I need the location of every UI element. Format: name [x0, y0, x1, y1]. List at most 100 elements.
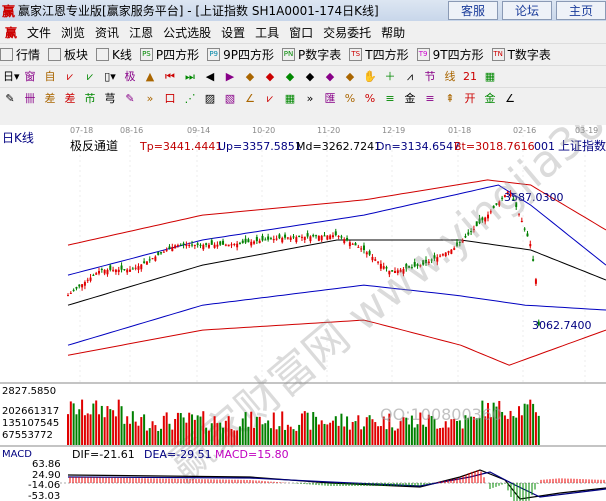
menu-item[interactable]: 帮助 — [381, 25, 406, 40]
tool-icon[interactable]: ◆ — [345, 69, 355, 83]
tool-icon[interactable]: 差 — [64, 92, 76, 105]
menu-item[interactable]: 浏览 — [61, 25, 86, 40]
volume-bar — [441, 427, 444, 445]
menu-item[interactable]: 公式选股 — [163, 25, 212, 40]
tool-icon[interactable]: 金 — [404, 92, 416, 105]
tool-icon[interactable]: ≡ — [425, 92, 435, 105]
tool-icon[interactable]: ＋ — [384, 69, 396, 83]
tool-icon[interactable]: 21 — [463, 69, 477, 83]
tool-icon[interactable]: ✎ — [125, 92, 135, 105]
tool-icon[interactable]: 开 — [464, 92, 476, 105]
menu-item[interactable]: 工具 — [255, 25, 280, 40]
candle-body — [98, 270, 101, 274]
menu-item[interactable]: 设置 — [221, 25, 246, 40]
volume-bar — [151, 421, 154, 445]
menu-item[interactable]: 文件 — [27, 25, 52, 40]
volume-bar — [379, 426, 382, 445]
service-button[interactable]: 客服 — [448, 1, 498, 20]
menu-item[interactable]: 交易委托 — [323, 25, 372, 40]
tool-icon[interactable]: ◆ — [285, 69, 295, 83]
tool-icon[interactable]: ⩗ — [266, 92, 274, 105]
candle-body — [272, 238, 275, 241]
candle-body — [399, 269, 402, 273]
tool-icon[interactable]: ◆ — [305, 69, 315, 83]
tool-icon[interactable]: ▦ — [484, 69, 496, 83]
volume-bar — [196, 415, 199, 445]
candle-body — [303, 236, 306, 240]
tool-icon[interactable]: 自 — [44, 69, 56, 83]
tool-icon[interactable]: 极 — [124, 69, 136, 83]
tool-icon[interactable]: 日▾ — [3, 69, 20, 83]
forum-button[interactable]: 论坛 — [502, 1, 552, 20]
tool-icon[interactable]: 窗 — [24, 69, 36, 83]
candle-body — [340, 236, 343, 238]
tool-icon[interactable]: » — [146, 92, 154, 105]
tool-icon[interactable]: ▶ — [225, 69, 235, 83]
menu-item[interactable]: 江恩 — [129, 25, 154, 40]
tool-icon[interactable]: » — [306, 92, 314, 105]
toolbar-button[interactable]: K线 — [96, 46, 132, 63]
tool-icon[interactable]: 节 — [424, 69, 436, 83]
tool-icon[interactable]: ⋰ — [184, 92, 196, 105]
tool-icon[interactable]: ◆ — [245, 69, 255, 83]
toolbar-button[interactable]: 板块 — [48, 46, 88, 63]
tool-icon[interactable]: ⏮ — [165, 69, 175, 83]
candle-body — [233, 243, 236, 245]
toolbar-button[interactable]: 行情 — [0, 46, 40, 63]
kline-chart[interactable]: 日K线 07-18 08-16 09-14 10-20 11-20 12-19 01-18 0… — [0, 125, 606, 501]
volume-bar — [433, 419, 436, 445]
candle-body — [351, 243, 354, 245]
candle-body — [253, 241, 256, 244]
channel-band-line — [67, 319, 606, 366]
volume-bar — [174, 418, 177, 445]
tool-icon[interactable]: ⩘ — [406, 69, 414, 83]
toolbar-button[interactable]: PS P四方形 — [139, 46, 199, 63]
tool-icon[interactable]: ▧ — [224, 92, 236, 105]
candle-body — [424, 259, 427, 264]
candle-body — [191, 244, 194, 246]
tool-icon[interactable]: ∠ — [505, 92, 515, 105]
candle-body — [427, 261, 430, 264]
toolbar-button[interactable]: PN P数字表 — [282, 46, 341, 63]
tool-icon[interactable]: % — [344, 92, 356, 105]
candle-body — [498, 201, 501, 206]
candle-body — [444, 252, 447, 257]
tool-icon[interactable]: ▦ — [284, 92, 296, 105]
tool-icon[interactable]: 金 — [484, 92, 496, 105]
toolbar-button[interactable]: P9 9P四方形 — [207, 46, 274, 63]
tool-icon[interactable]: ◀ — [205, 69, 215, 83]
tool-icon[interactable]: ▯▾ — [104, 69, 116, 83]
toolbar-button-label: P数字表 — [298, 48, 342, 62]
toolbar-button[interactable]: TS T四方形 — [349, 46, 409, 63]
tool-icon[interactable]: ⩗ — [66, 69, 74, 83]
toolbar-button[interactable]: TN T数字表 — [491, 46, 551, 63]
tool-icon[interactable]: ▲ — [145, 69, 155, 83]
candle-body — [154, 256, 157, 261]
tool-icon[interactable]: 芇 — [84, 92, 96, 105]
tool-icon[interactable]: ∠ — [245, 92, 255, 105]
tool-icon[interactable]: 芎 — [104, 92, 116, 105]
tool-icon[interactable]: ✎ — [5, 92, 15, 105]
tool-icon[interactable]: ≡ — [385, 92, 395, 105]
volume-bar — [72, 403, 75, 445]
tool-icon[interactable]: ▨ — [204, 92, 216, 105]
tool-icon[interactable]: 口 — [164, 92, 176, 105]
tool-icon[interactable]: ⩗ — [86, 69, 94, 83]
tool-icon[interactable]: 线 — [444, 69, 456, 83]
tool-icon[interactable]: 差 — [44, 92, 56, 105]
tool-icon[interactable]: ✋ — [363, 69, 377, 83]
tool-icon[interactable]: 匯 — [324, 92, 336, 105]
volume-bar — [126, 416, 129, 445]
tool-icon[interactable]: ⏭ — [185, 69, 195, 83]
tool-icon[interactable]: % — [364, 92, 376, 105]
toolbar-button[interactable]: T9 9T四方形 — [416, 46, 484, 63]
tool-icon[interactable]: 卌 — [24, 92, 36, 105]
candle-body — [492, 205, 495, 209]
menu-item[interactable]: 窗口 — [289, 25, 314, 40]
candle-body — [534, 279, 537, 284]
home-button[interactable]: 主页 — [556, 1, 606, 20]
tool-icon[interactable]: ⇞ — [445, 92, 455, 105]
tool-icon[interactable]: ◆ — [325, 69, 335, 83]
tool-icon[interactable]: ◆ — [265, 69, 275, 83]
menu-item[interactable]: 资讯 — [95, 25, 120, 40]
